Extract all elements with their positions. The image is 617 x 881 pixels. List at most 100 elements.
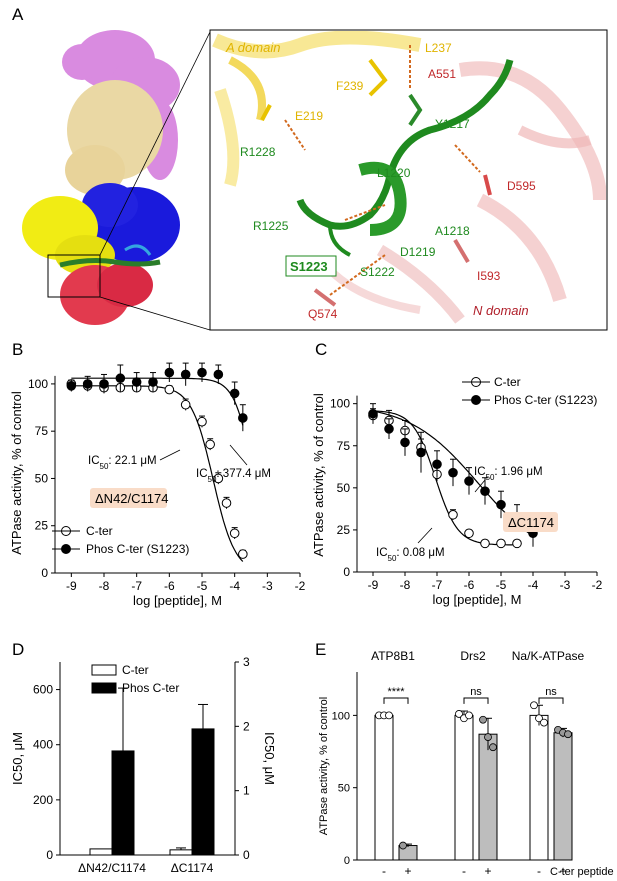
e-group-label: Drs2 bbox=[460, 649, 486, 663]
panel-d: D 0 200 400 600 0 1 2 3 IC50, μM IC50, μM ΔN42/C11… bbox=[10, 640, 277, 875]
e-bar-plus bbox=[478, 733, 498, 861]
e-dot bbox=[489, 743, 497, 752]
b-point-phos bbox=[131, 377, 142, 387]
b-x-tick-label: -4 bbox=[229, 579, 240, 593]
protein-surface-image bbox=[22, 30, 211, 331]
e-dot bbox=[530, 701, 538, 710]
c-x-label: log [peptide], M bbox=[433, 592, 522, 607]
d-bar-cter bbox=[169, 849, 193, 856]
d-y-label: IC50, μM bbox=[10, 732, 25, 785]
d-y-tick-label: 400 bbox=[33, 738, 53, 752]
chart-b: 0 25 50 75 100 -9 -8 -7 -6 -5 -4 -3 -2 log [peptide],… bbox=[9, 362, 306, 608]
label-n-domain: N domain bbox=[473, 303, 529, 318]
arrow-c-cter bbox=[417, 527, 433, 544]
b-point-phos bbox=[238, 413, 248, 423]
d-y2-label: IC50, μM bbox=[262, 732, 277, 785]
e-sig-label: **** bbox=[387, 686, 405, 698]
e-dot bbox=[479, 715, 487, 724]
c-point-cter bbox=[496, 538, 506, 549]
c-y-label: ATPase activity, % of control bbox=[311, 393, 326, 557]
b-point-phos bbox=[115, 373, 126, 384]
c-point-cter bbox=[480, 538, 490, 549]
b-point-cter bbox=[197, 416, 207, 427]
b-x-tick-label: -7 bbox=[131, 579, 142, 593]
c-point-phos bbox=[480, 486, 490, 497]
c-x-tick-label: -2 bbox=[592, 578, 603, 592]
c-y-tick-label: 0 bbox=[343, 565, 350, 579]
label-l237: L237 bbox=[425, 41, 452, 55]
b-point-cter bbox=[229, 528, 240, 539]
d-x-tick-label: ΔN42/C1174 bbox=[78, 861, 146, 875]
b-x-tick-label: -8 bbox=[99, 579, 110, 593]
d-y-tick-label: 600 bbox=[33, 683, 53, 697]
b-point-cter bbox=[221, 498, 232, 508]
legend-b: C-ter Phos C-ter (S1223) bbox=[52, 524, 189, 556]
legend-c: C-ter Phos C-ter (S1223) bbox=[462, 375, 597, 407]
label-l1220: L1220 bbox=[377, 166, 411, 180]
d-bar-phos bbox=[111, 750, 135, 856]
c-point-phos bbox=[416, 447, 426, 458]
c-point-phos bbox=[368, 408, 378, 419]
e-y-label: ATPase activity, % of control bbox=[318, 697, 330, 835]
zoom-structure bbox=[212, 31, 606, 324]
c-fit-cter bbox=[372, 410, 517, 546]
e-group-label: ATP8B1 bbox=[371, 649, 415, 663]
label-d1219: D1219 bbox=[400, 245, 436, 259]
legend-b-cter: C-ter bbox=[86, 524, 113, 538]
arrow-b-phos bbox=[229, 444, 248, 466]
label-y1217: Y1217 bbox=[435, 117, 470, 131]
label-a551: A551 bbox=[428, 67, 456, 81]
label-s1222: S1222 bbox=[360, 265, 395, 279]
c-y-tick-label: 75 bbox=[337, 439, 351, 453]
tag-c-bg bbox=[503, 512, 558, 532]
chart-c: 0 25 50 75 100 -9 -8 -7 -6 -5 -4 -3 -2 log [peptide],… bbox=[311, 393, 603, 607]
e-dot bbox=[535, 714, 543, 723]
label-a-domain: A domain bbox=[225, 40, 280, 55]
e-dot bbox=[455, 710, 463, 718]
e-sig-bracket bbox=[463, 697, 489, 704]
b-point-phos bbox=[66, 381, 77, 391]
label-r1228: R1228 bbox=[240, 145, 276, 159]
b-point-phos bbox=[164, 367, 175, 378]
c-point-phos bbox=[432, 459, 442, 470]
ic50-b-phos: IC50: 377.4 μM bbox=[196, 468, 271, 484]
zoom-box bbox=[209, 29, 608, 331]
panel-a: A bbox=[12, 5, 608, 331]
legend-d-phos: Phos C-ter bbox=[122, 681, 179, 695]
b-point-cter bbox=[205, 439, 215, 450]
b-y-tick-label: 50 bbox=[35, 471, 49, 485]
e-x-tick-label: - bbox=[382, 864, 386, 878]
b-point-phos bbox=[229, 388, 240, 399]
d-x-tick-label: ΔC1174 bbox=[171, 861, 214, 875]
tag-b: ΔN42/C1174 bbox=[95, 491, 169, 506]
c-point-phos bbox=[448, 467, 458, 478]
e-x-tick-label: - bbox=[462, 864, 466, 878]
s1223-box bbox=[285, 255, 337, 277]
c-x-tick-label: -4 bbox=[528, 578, 539, 592]
d-y2-tick-label: 2 bbox=[243, 719, 250, 733]
d-y-tick-label: 0 bbox=[46, 848, 53, 862]
e-sig-bracket bbox=[383, 697, 409, 704]
e-x-tick-label: + bbox=[559, 864, 566, 878]
b-point-phos bbox=[197, 367, 207, 378]
b-x-tick-label: -6 bbox=[164, 579, 175, 593]
b-y-tick-label: 0 bbox=[41, 566, 48, 580]
c-x-tick-label: -5 bbox=[496, 578, 507, 592]
label-s1223: S1223 bbox=[290, 259, 328, 274]
e-sig-bracket bbox=[538, 697, 564, 704]
b-x-tick-label: -2 bbox=[295, 579, 306, 593]
panel-letter-c: C bbox=[315, 340, 327, 359]
d-y2-tick-label: 3 bbox=[243, 655, 250, 669]
b-point-phos bbox=[180, 369, 191, 380]
c-y-tick-label: 25 bbox=[337, 523, 351, 537]
e-sig-label: ns bbox=[545, 686, 557, 698]
panel-c: C 0 25 50 75 100 -9 -8 -7 -6 -5 -4 -3 -2 log [peptide… bbox=[311, 340, 603, 607]
c-point-cter bbox=[448, 509, 458, 520]
b-point-cter bbox=[213, 473, 224, 484]
label-i593: I593 bbox=[477, 269, 501, 283]
b-x-label: log [peptide], M bbox=[133, 593, 222, 608]
legend-d-cter: C-ter bbox=[122, 663, 149, 677]
panel-letter-a: A bbox=[12, 5, 24, 24]
